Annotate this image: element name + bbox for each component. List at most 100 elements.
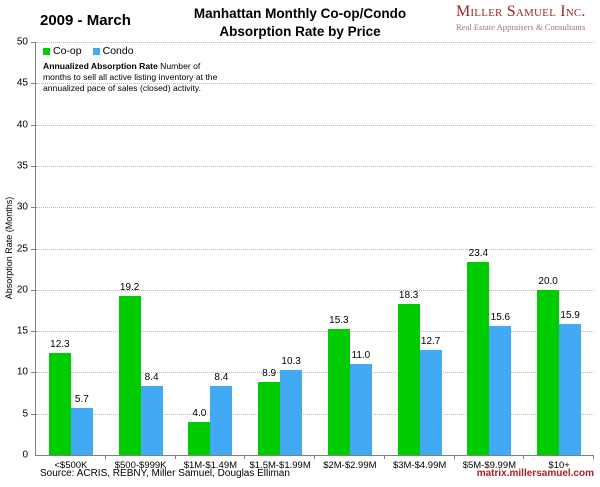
bar-condo: 8.4 xyxy=(140,372,163,455)
bar-group: 19.2 8.4 xyxy=(106,42,176,455)
x-tick xyxy=(455,455,525,459)
y-tick-label: 30 xyxy=(16,201,28,213)
bar-value-label: 15.9 xyxy=(560,309,580,321)
bar-group: 8.9 10.3 xyxy=(245,42,315,455)
x-category-label: $10+ xyxy=(548,460,570,471)
annotation-note: Annualized Absorption Rate Number of mon… xyxy=(43,61,219,95)
bar-co-op: 4.0 xyxy=(188,408,211,455)
legend-label: Co-op xyxy=(53,45,82,57)
gridline xyxy=(31,165,594,167)
y-tick-label: 40 xyxy=(16,119,28,131)
x-tick xyxy=(176,455,246,459)
bar-group: 23.4 15.6 xyxy=(455,42,525,455)
legend-item-condo: Condo xyxy=(92,45,134,57)
y-tick-label: 35 xyxy=(16,160,28,172)
annotation-body-text: Number of months to sell all active list… xyxy=(43,61,218,94)
gridline xyxy=(31,372,594,374)
chart-title-line1: Manhattan Monthly Co-op/Condo xyxy=(193,6,407,21)
gridline xyxy=(31,83,594,85)
y-axis-tick-labels: 0 5 10 15 20 25 30 35 40 45 50 xyxy=(0,37,30,461)
bar-co-op: 18.3 xyxy=(397,290,420,455)
bar-co-op: 12.3 xyxy=(48,339,71,455)
bar-co-op: 23.4 xyxy=(467,248,490,455)
website-link[interactable]: matrix.millersamuel.com xyxy=(476,468,594,479)
bar-value-label: 4.0 xyxy=(192,407,207,419)
x-category-label: $3M-$4.99M xyxy=(392,460,447,471)
x-category-label: $2M-$2.99M xyxy=(323,460,377,471)
plot-area: 12.3 5.7 19.2 8.4 4.0 8.4 8.9 10.3 15.3 11.0 18.3 1… xyxy=(31,42,594,471)
bar-group: 18.3 12.7 xyxy=(385,42,455,455)
legend-swatch-icon xyxy=(43,47,50,55)
y-tick-label: 5 xyxy=(22,408,28,420)
gridline xyxy=(31,331,594,333)
x-tick xyxy=(524,455,594,459)
bar-co-op: 15.3 xyxy=(327,315,350,455)
y-tick-label: 10 xyxy=(16,366,28,378)
x-axis-ticks xyxy=(36,455,594,459)
logo-name: Miller Samuel Inc. xyxy=(456,3,586,20)
y-tick-label: 50 xyxy=(16,36,28,48)
bar-value-label: 18.3 xyxy=(398,289,419,301)
bar-condo: 10.3 xyxy=(280,356,303,455)
y-tick-label: 25 xyxy=(16,243,28,254)
bar-condo: 15.9 xyxy=(559,310,582,455)
x-tick xyxy=(106,455,176,459)
bar-condo: 15.6 xyxy=(489,312,512,455)
bar-value-label: 8.4 xyxy=(144,371,159,383)
bar-value-label: 23.4 xyxy=(468,247,489,259)
bar-value-label: 10.3 xyxy=(281,355,301,367)
bar-value-label: 12.7 xyxy=(420,336,441,348)
gridline xyxy=(31,124,594,126)
x-category-label: <$500K xyxy=(54,460,88,471)
miller-samuel-logo: Miller Samuel Inc. Real Estate Appraiser… xyxy=(456,3,596,32)
bar-value-label: 19.2 xyxy=(119,282,140,294)
bar-value-label: 8.9 xyxy=(262,367,277,379)
source-attribution: Source: ACRIS, REBNY, Miller Samuel, Dou… xyxy=(40,468,290,479)
x-category-label: $500-$999K xyxy=(114,460,167,471)
gridline xyxy=(31,42,594,43)
x-tick xyxy=(36,455,106,459)
bar-value-label: 15.3 xyxy=(329,314,349,326)
legend-swatch-icon xyxy=(92,47,100,55)
chart-title: Manhattan Monthly Co-op/Condo Absorption… xyxy=(150,5,450,40)
y-tick-label: 45 xyxy=(16,77,28,89)
bar-co-op: 20.0 xyxy=(537,276,560,455)
x-tick xyxy=(385,455,455,459)
bar-condo: 12.7 xyxy=(419,336,442,455)
bar-condo: 5.7 xyxy=(70,394,93,455)
bar-value-label: 11.0 xyxy=(351,350,371,362)
bar-group: 4.0 8.4 xyxy=(176,42,246,455)
bar-series-container: 12.3 5.7 19.2 8.4 4.0 8.4 8.9 10.3 15.3 11.0 18.3 1… xyxy=(36,42,594,455)
report-period: 2009 - March xyxy=(40,12,131,29)
y-tick-label: 20 xyxy=(16,284,28,296)
legend-item-co-op: Co-op xyxy=(43,45,82,57)
legend-label: Condo xyxy=(102,45,134,57)
bar-value-label: 12.3 xyxy=(50,339,70,351)
x-axis-category-labels: <$500K $500-$999K $1M-$1.49M $1.5M-$1.99M $2… xyxy=(36,460,594,471)
bar-value-label: 15.6 xyxy=(490,312,511,324)
legend: Co-op Condo xyxy=(43,45,134,57)
x-category-label: $1.5M-$1.99M xyxy=(249,460,311,471)
y-tick-label: 0 xyxy=(22,449,28,461)
bar-group: 20.0 15.9 xyxy=(524,42,594,455)
bar-value-label: 20.0 xyxy=(538,275,558,287)
x-category-label: $5M-$9.99M xyxy=(462,460,517,471)
bar-value-label: 8.4 xyxy=(214,371,229,383)
bar-value-label: 5.7 xyxy=(74,393,89,405)
bar-co-op: 19.2 xyxy=(118,282,141,455)
gridline xyxy=(31,207,594,209)
gridline xyxy=(31,289,594,291)
bar-condo: 11.0 xyxy=(349,350,372,455)
bar-group: 15.3 11.0 xyxy=(315,42,385,455)
chart-title-line2: Absorption Rate by Price xyxy=(219,23,381,39)
bar-co-op: 8.9 xyxy=(258,368,281,455)
annotation-bold-text: Annualized Absorption Rate xyxy=(43,61,158,71)
gridline xyxy=(31,413,594,415)
x-tick xyxy=(315,455,385,459)
gridline xyxy=(31,248,594,250)
x-tick xyxy=(245,455,315,459)
x-category-label: $1M-$1.49M xyxy=(183,460,238,471)
bar-group: 12.3 5.7 xyxy=(36,42,106,455)
bar-condo: 8.4 xyxy=(210,372,233,455)
